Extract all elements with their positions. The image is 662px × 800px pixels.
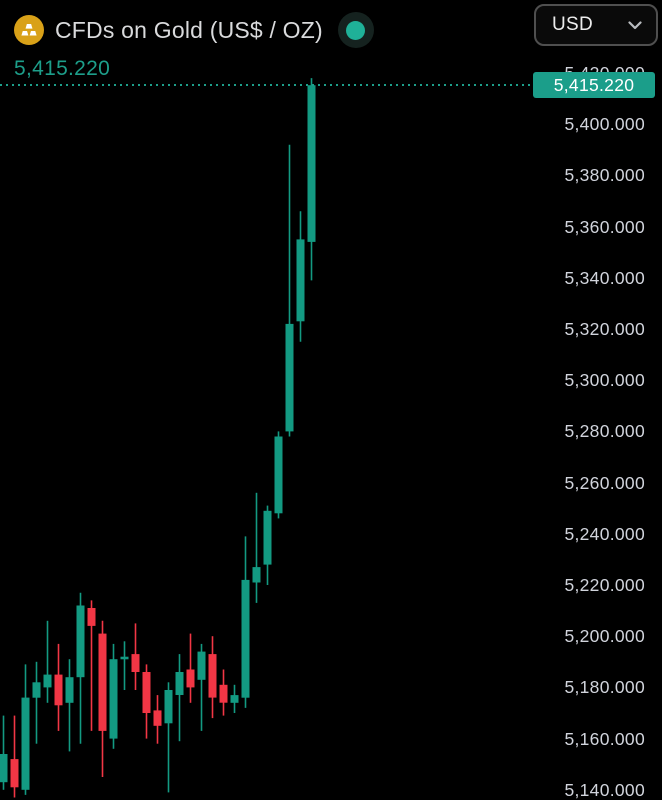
price-scale-label: 5,280.000 [564, 421, 645, 441]
current-price-badge: 5,415.220 [533, 72, 655, 98]
candle-body [76, 605, 85, 678]
price-scale-label: 5,260.000 [564, 473, 645, 493]
current-price-text: 5,415.220 [14, 57, 111, 80]
candle-body [43, 674, 52, 688]
symbol-header: CFDs on Gold (US$ / OZ) 5,415.220 [14, 12, 374, 81]
candle-body [10, 759, 19, 788]
currency-value: USD [552, 14, 594, 35]
candle-body [131, 654, 140, 672]
price-scale-label: 5,240.000 [564, 524, 645, 544]
price-scale-label: 5,400.000 [564, 114, 645, 134]
candle-body [98, 633, 107, 731]
candle-body [208, 654, 217, 698]
candle-body [87, 608, 96, 626]
candle-body [153, 710, 162, 726]
candle-body [252, 567, 261, 583]
candle-body [230, 695, 239, 703]
candle-body [164, 690, 173, 724]
price-scale-label: 5,360.000 [564, 217, 645, 237]
candle-body [120, 656, 129, 660]
price-scale-label: 5,380.000 [564, 165, 645, 185]
currency-dropdown[interactable]: USD [534, 4, 658, 46]
candle-body [307, 85, 316, 242]
market-open-dot [346, 20, 366, 40]
price-scale-label: 5,220.000 [564, 575, 645, 595]
symbol-title[interactable]: CFDs on Gold (US$ / OZ) [55, 16, 323, 43]
price-scale-label: 5,140.000 [564, 780, 645, 800]
candle-body [285, 323, 294, 432]
candle-body [54, 674, 63, 706]
candle-body [175, 672, 184, 695]
candle-body [219, 684, 228, 703]
price-scale-label: 5,340.000 [564, 268, 645, 288]
candle-body [109, 659, 118, 739]
candle-body [32, 682, 41, 698]
price-scale-label: 5,180.000 [564, 677, 645, 697]
chevron-down-icon [628, 20, 642, 29]
candle-body [241, 579, 250, 698]
price-scale-label: 5,160.000 [564, 729, 645, 749]
candle-body [142, 672, 151, 713]
candle-body [296, 239, 305, 322]
market-status-indicator [337, 12, 374, 48]
price-scale-label: 5,300.000 [564, 370, 645, 390]
candle-body [21, 697, 30, 790]
candle-body [186, 669, 195, 688]
price-scale-label: 5,200.000 [564, 626, 645, 646]
candle-body [197, 651, 206, 680]
candle-body [0, 754, 8, 783]
current-price-line [0, 84, 533, 86]
candle-body [274, 436, 283, 514]
price-scale-label: 5,320.000 [564, 319, 645, 339]
candle-body [263, 510, 272, 565]
candle-body [65, 677, 74, 703]
gold-bars-icon [14, 15, 44, 45]
